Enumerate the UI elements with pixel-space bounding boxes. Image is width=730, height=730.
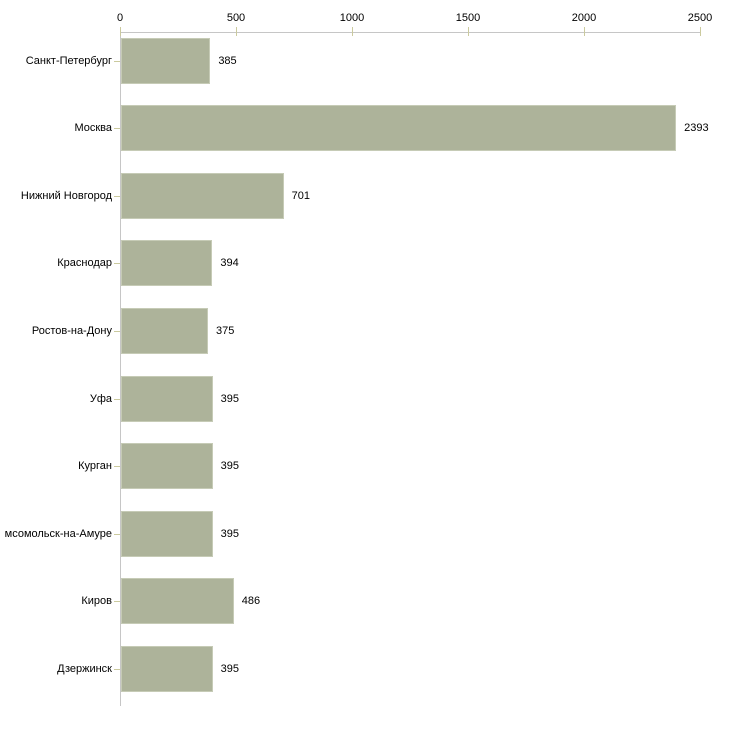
x-axis-tick-mark	[352, 27, 353, 36]
bar	[121, 307, 208, 354]
category-label: Санкт-Петербург	[25, 54, 112, 67]
bar	[121, 443, 213, 490]
x-axis-tick-label: 2500	[687, 12, 713, 24]
x-axis-tick-mark	[236, 27, 237, 36]
category-tick-mark	[114, 466, 120, 468]
category-tick-mark	[114, 533, 120, 535]
bar	[121, 105, 677, 152]
category-tick-mark	[114, 601, 120, 603]
x-axis-tick-label: 2000	[571, 12, 597, 24]
value-label: 486	[241, 595, 261, 608]
value-label: 385	[218, 54, 237, 67]
category-label: Ростов-на-Дону	[31, 324, 112, 337]
x-axis-tick-mark	[700, 27, 701, 36]
bar	[121, 578, 234, 625]
x-axis-tick-label: 1000	[339, 12, 365, 24]
value-label: 395	[220, 460, 239, 473]
bar	[121, 375, 213, 422]
category-tick-mark	[114, 668, 120, 670]
bar	[121, 645, 213, 692]
category-tick-mark	[114, 195, 120, 197]
x-axis-tick-mark	[584, 27, 585, 36]
category-label: Уфа	[89, 392, 112, 405]
bar	[121, 240, 213, 287]
category-label: Курган	[78, 460, 112, 473]
category-tick-mark	[114, 330, 120, 332]
bar	[121, 510, 213, 557]
value-label: 375	[216, 324, 235, 337]
y-axis-line	[120, 32, 121, 706]
value-label: 395	[220, 392, 239, 405]
category-label: Краснодар	[57, 257, 112, 270]
x-axis-tick-mark	[120, 27, 121, 36]
category-label: мсомольск-на-Амуре	[4, 527, 112, 540]
value-label: 395	[220, 527, 239, 540]
category-label: Москва	[74, 122, 112, 135]
x-axis-tick-label: 0	[116, 12, 124, 24]
bar	[121, 172, 284, 219]
value-label: 394	[220, 257, 239, 270]
category-label: Дзержинск	[57, 662, 112, 675]
category-tick-mark	[114, 263, 120, 265]
category-label: Киров	[81, 595, 112, 608]
category-label: Нижний Новгород	[20, 189, 112, 202]
category-tick-mark	[114, 398, 120, 400]
value-label: 701	[291, 189, 310, 202]
category-tick-mark	[114, 60, 120, 62]
x-axis-tick-mark	[468, 27, 469, 36]
x-axis-tick-label: 500	[226, 12, 246, 24]
value-label: 2393	[684, 122, 709, 135]
bar	[121, 37, 211, 84]
value-label: 395	[220, 662, 239, 675]
x-axis-tick-label: 1500	[455, 12, 481, 24]
x-axis-line	[120, 32, 701, 33]
category-tick-mark	[114, 128, 120, 130]
